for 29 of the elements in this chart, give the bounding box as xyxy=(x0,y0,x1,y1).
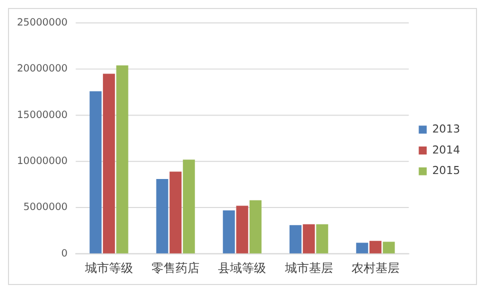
bar xyxy=(156,179,168,254)
bar xyxy=(302,224,315,254)
legend-label: 2013 xyxy=(432,122,460,136)
bar xyxy=(102,74,115,254)
bar xyxy=(356,242,368,254)
y-tick-label: 0 xyxy=(61,248,68,260)
bar xyxy=(222,210,235,254)
bar xyxy=(250,200,262,254)
x-tick-label: 城市等级 xyxy=(84,261,133,276)
y-tick-label: 15000000 xyxy=(16,110,68,121)
x-tick-label: 城市基层 xyxy=(284,261,333,276)
y-tick-label: 5000000 xyxy=(23,202,68,214)
bar xyxy=(90,91,102,254)
y-tick-label: 10000000 xyxy=(16,156,68,168)
bar xyxy=(369,240,382,254)
bar xyxy=(316,224,328,254)
bar xyxy=(290,225,302,254)
x-tick-label: 农村基层 xyxy=(351,261,400,276)
bar xyxy=(170,172,182,254)
bar xyxy=(182,160,195,254)
y-tick-label: 25000000 xyxy=(16,17,68,28)
bar xyxy=(116,65,128,254)
legend-label: 2014 xyxy=(432,143,460,156)
legend-label: 2015 xyxy=(432,164,460,178)
bar xyxy=(236,206,248,254)
x-tick-label: 县域等级 xyxy=(218,261,266,276)
x-tick-label: 零售药店 xyxy=(152,261,200,276)
bar xyxy=(382,242,395,254)
y-tick-label: 20000000 xyxy=(16,64,68,75)
